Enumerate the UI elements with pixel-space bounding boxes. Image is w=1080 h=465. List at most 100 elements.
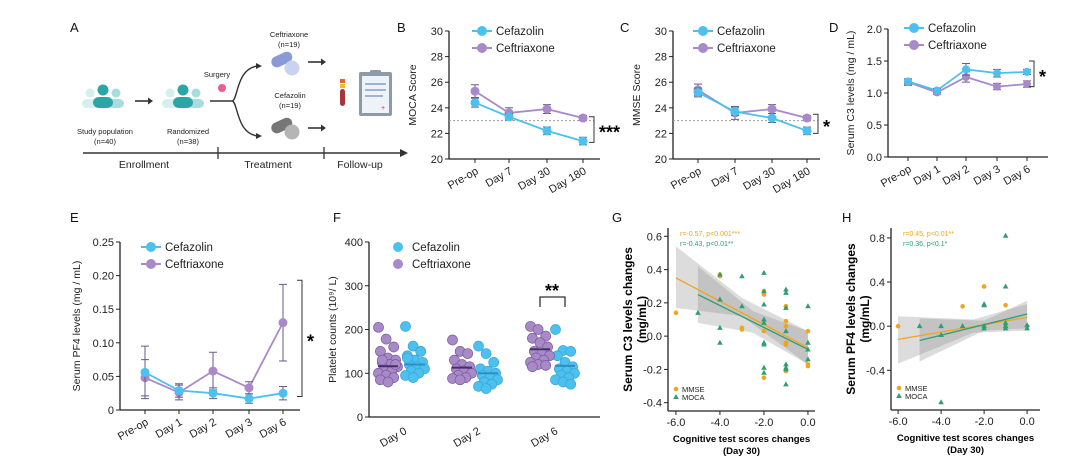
- data-point: [402, 352, 413, 364]
- x-tick-label: Pre-op: [116, 416, 151, 443]
- data-point: [761, 369, 767, 375]
- arrow-icon: [308, 58, 326, 66]
- data-point: [1023, 67, 1031, 76]
- x-tick-label: -4.0: [710, 417, 729, 429]
- data-point: [278, 388, 288, 398]
- significance-bracket: [539, 296, 566, 307]
- confidence-band: [898, 304, 1028, 364]
- y-tick-label: 0.5: [867, 120, 882, 132]
- data-point: [761, 316, 767, 322]
- panel-label-a: A: [70, 20, 79, 35]
- data-point: [739, 273, 745, 279]
- regression-line: [675, 277, 809, 349]
- legend-label: Ceftriaxone: [496, 43, 555, 55]
- data-point: [244, 394, 254, 404]
- data-point: [542, 104, 552, 114]
- y-tick-label: 400: [345, 237, 363, 249]
- x-tick-label: -2.0: [754, 417, 773, 429]
- surgery-label: Surgery: [204, 70, 231, 79]
- legend-marker: [698, 43, 708, 53]
- data-point: [981, 325, 987, 331]
- panel-label-h: H: [842, 210, 851, 225]
- y-axis-label: MMSE Score: [631, 64, 643, 126]
- data-point: [447, 334, 458, 346]
- y-tick-label: 200: [345, 325, 363, 337]
- data-point: [1002, 283, 1009, 289]
- legend-label: Cefazolin: [928, 23, 976, 35]
- data-point: [805, 356, 811, 362]
- data-point: [739, 303, 745, 309]
- y-tick-label: 0.05: [93, 371, 114, 383]
- data-point: [805, 303, 811, 309]
- y-axis-label: (mg/mL): [858, 295, 872, 342]
- legend-marker: [477, 26, 487, 36]
- data-point: [373, 321, 384, 333]
- data-point: [695, 309, 701, 315]
- y-tick-label: 100: [345, 368, 363, 380]
- correlation-annotation: r=-0.57, p<0.001***: [680, 231, 740, 238]
- data-point: [400, 321, 411, 332]
- ceftriaxone-label: Ceftriaxone: [270, 30, 308, 39]
- y-tick-label: 0.25: [93, 237, 114, 249]
- data-point: [783, 286, 789, 292]
- data-point: [761, 301, 767, 307]
- y-tick-label: -0.4: [643, 398, 662, 410]
- data-point: [1002, 325, 1009, 331]
- panel-label-b: B: [397, 20, 406, 35]
- data-point: [473, 340, 484, 352]
- correlation-annotation: r=0.45, p<0.01**: [903, 231, 954, 238]
- arrow-icon: [308, 124, 326, 132]
- data-point: [761, 375, 767, 381]
- data-point: [783, 366, 789, 372]
- x-tick-label: Day 2: [941, 163, 972, 188]
- study-flow-diagram: Study population (n=40) Randomized (n=38…: [77, 30, 408, 171]
- x-tick-label: Pre-op: [669, 165, 704, 192]
- data-point: [802, 126, 812, 136]
- y-axis-label: Serum PF4 levels changes: [844, 243, 858, 395]
- data-point: [504, 112, 514, 122]
- legend-marker: [909, 40, 919, 50]
- data-point: [380, 333, 392, 345]
- data-point: [783, 328, 789, 334]
- x-tick-label: -2.0: [975, 416, 994, 428]
- data-point: [578, 113, 588, 123]
- correlation-annotation: r=0.36, p<0.1*: [903, 241, 948, 248]
- chart-panel-h: -0.4 0.0 0.4 0.8 -6.0 -4.0 -2.0 0.0 r=0.45, p<0.…: [844, 228, 1040, 456]
- chart-panel-e: 0 0.05 0.10 0.15 0.20 0.25 Serum PF4 levels (m…: [71, 237, 314, 443]
- data-point: [938, 323, 944, 329]
- data-point: [470, 86, 480, 96]
- y-axis-label: MOCA Score: [407, 64, 419, 125]
- legend-marker: [146, 242, 156, 252]
- x-tick-label: 0.0: [800, 417, 815, 429]
- data-point: [717, 271, 723, 277]
- y-tick-label: 0.10: [93, 338, 114, 350]
- significance-bracket: [589, 116, 595, 143]
- data-point: [962, 65, 970, 74]
- data-point: [895, 323, 901, 329]
- data-point: [783, 323, 789, 329]
- confidence-band: [919, 300, 1028, 362]
- legend-label: Cefazolin: [412, 242, 460, 254]
- chart-panel-d: 0.0 0.5 1.0 1.5 2.0 Serum C3 levels (mg / mL)…: [845, 23, 1048, 190]
- x-axis-label: Cognitive test scores changes: [673, 434, 810, 445]
- data-point: [376, 354, 388, 366]
- legend-marker: [477, 43, 487, 53]
- people-group-icon: [82, 84, 124, 108]
- y-tick-label: 0: [108, 405, 114, 417]
- x-tick-label: -4.0: [932, 416, 951, 428]
- chart-panel-b: 20 22 24 26 28 30 MOCA Score Pre-op Day 7 Day 30D…: [407, 26, 620, 196]
- data-point: [993, 69, 1001, 78]
- timeline-enrollment: Enrollment: [119, 159, 169, 171]
- x-tick-label: Day 6: [1002, 163, 1033, 188]
- panel-label-e: E: [70, 210, 79, 225]
- significance-label: *: [307, 331, 314, 351]
- data-point: [993, 82, 1001, 91]
- cefazolin-label: Cefazolin: [274, 91, 305, 100]
- x-axis-label: (Day 30): [947, 445, 984, 456]
- y-tick-label: 26: [655, 77, 667, 89]
- legend-label: Cefazolin: [165, 242, 213, 254]
- x-tick-label: Day 3: [224, 416, 255, 441]
- data-point: [174, 386, 184, 396]
